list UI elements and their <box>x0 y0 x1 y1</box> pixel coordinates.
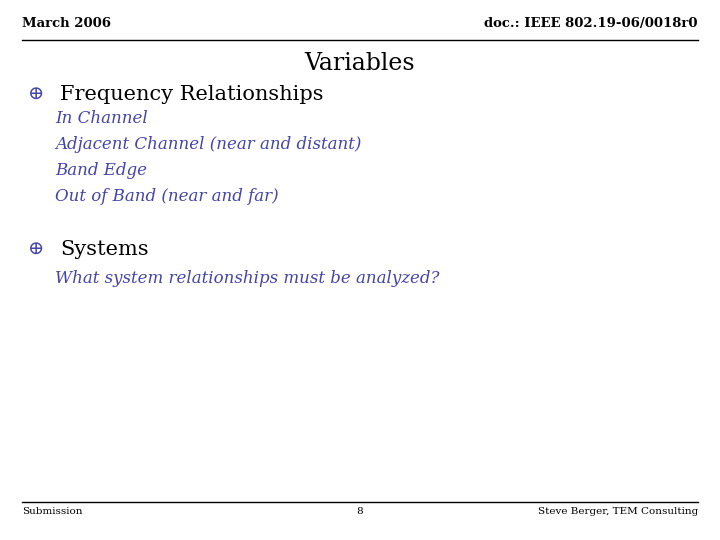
Text: Adjacent Channel (near and distant): Adjacent Channel (near and distant) <box>55 136 361 153</box>
Text: Out of Band (near and far): Out of Band (near and far) <box>55 188 279 205</box>
Text: ⊕: ⊕ <box>28 240 45 258</box>
Text: Band Edge: Band Edge <box>55 162 147 179</box>
Text: doc.: IEEE 802.19-06/0018r0: doc.: IEEE 802.19-06/0018r0 <box>485 17 698 30</box>
Text: 8: 8 <box>356 507 364 516</box>
Text: Submission: Submission <box>22 507 83 516</box>
Text: March 2006: March 2006 <box>22 17 111 30</box>
Text: Systems: Systems <box>60 240 148 259</box>
Text: Frequency Relationships: Frequency Relationships <box>60 85 323 104</box>
Text: What system relationships must be analyzed?: What system relationships must be analyz… <box>55 270 439 287</box>
Text: Steve Berger, TEM Consulting: Steve Berger, TEM Consulting <box>538 507 698 516</box>
Text: ⊕: ⊕ <box>28 85 45 103</box>
Text: Variables: Variables <box>305 52 415 75</box>
Text: In Channel: In Channel <box>55 110 148 127</box>
